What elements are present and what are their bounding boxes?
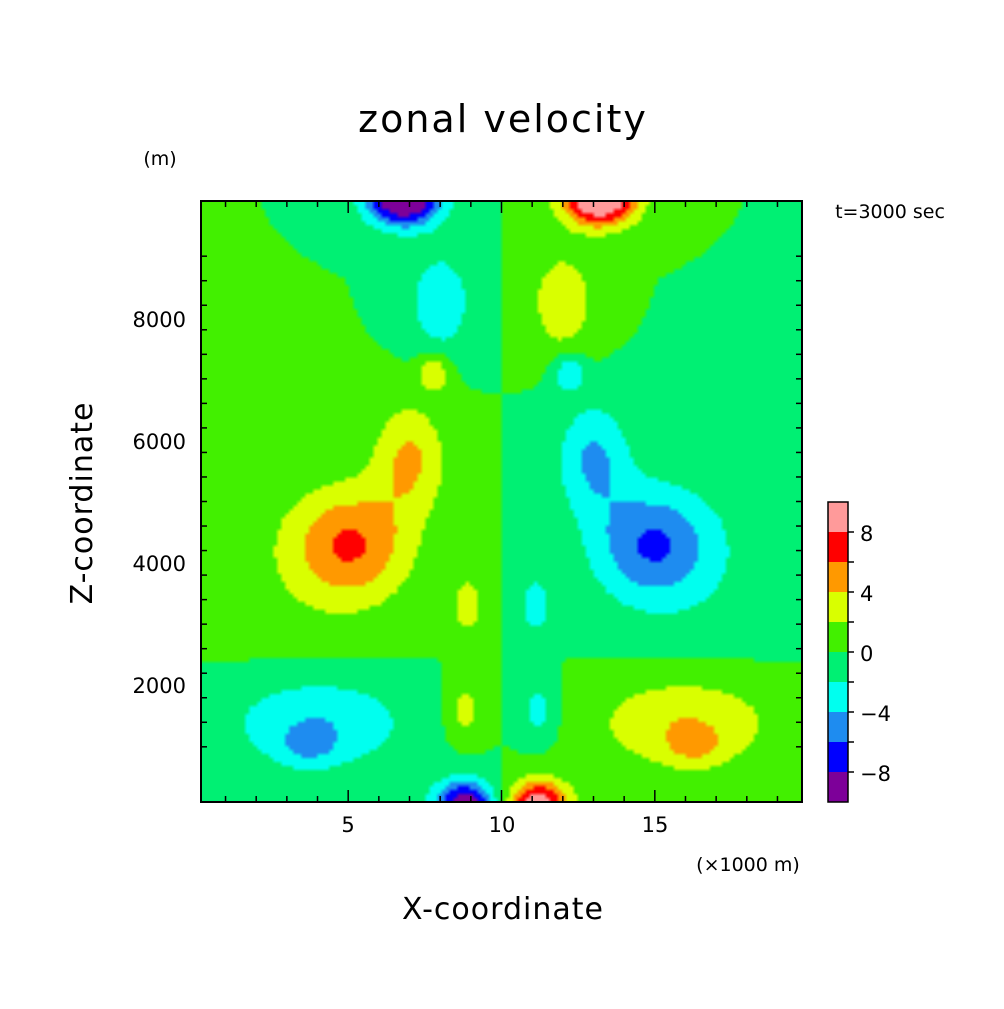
contour-plot: [201, 201, 802, 802]
colorbar-tick-label: −8: [860, 762, 891, 786]
y-tick-label: 6000: [133, 430, 186, 454]
colorbar-swatch: [828, 562, 848, 592]
colorbar-swatch: [828, 742, 848, 772]
colorbar-tick-label: 8: [860, 522, 873, 546]
time-label: t=3000 sec: [835, 201, 945, 223]
colorbar-swatch: [828, 682, 848, 712]
chart-title: zonal velocity: [358, 97, 648, 141]
colorbar-swatch: [828, 592, 848, 622]
colorbar-swatch: [828, 652, 848, 682]
y-unit-label: (m): [143, 148, 176, 170]
colorbar-swatch: [828, 532, 848, 562]
colorbar-swatch: [828, 772, 848, 802]
colorbar-swatch: [828, 712, 848, 742]
x-tick-label: 10: [489, 813, 516, 837]
y-axis-label: Z-coordinate: [65, 402, 100, 605]
colorbar: [827, 501, 854, 803]
y-tick-label: 2000: [133, 674, 186, 698]
contour-fill: [201, 201, 802, 802]
y-tick-label: 4000: [133, 552, 186, 576]
colorbar-tick-label: 4: [860, 582, 873, 606]
colorbar-tick-label: −4: [860, 702, 891, 726]
x-tick-label: 5: [341, 813, 354, 837]
x-axis-label: X-coordinate: [402, 892, 604, 927]
plot-frame: [200, 200, 803, 803]
colorbar-swatch: [828, 502, 848, 532]
y-tick-label: 8000: [133, 308, 186, 332]
x-tick-label: 15: [642, 813, 669, 837]
x-unit-label: (×1000 m): [696, 854, 800, 876]
colorbar-tick-label: 0: [860, 642, 873, 666]
colorbar-swatch: [828, 622, 848, 652]
